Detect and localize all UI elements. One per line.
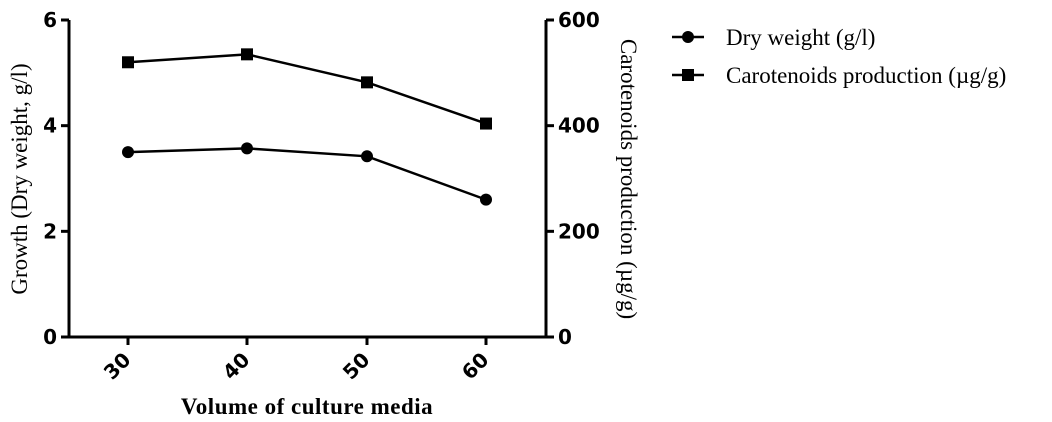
- series: [122, 48, 492, 206]
- point-0-2: [361, 150, 373, 163]
- legend-marker-circle-icon: [682, 31, 694, 43]
- y-axis-title-right: Carotenoids production (µg/g): [616, 39, 641, 319]
- y-tick-label-left-2: 2: [43, 219, 57, 243]
- series-line-1: [127, 53, 487, 125]
- y-tick-label-right-600: 600: [558, 8, 600, 32]
- legend-item-1: Carotenoids production (µg/g): [672, 63, 1006, 88]
- point-0-1: [241, 142, 253, 155]
- legend-label-1: Carotenoids production (µg/g): [726, 63, 1006, 88]
- legend-label-0: Dry weight (g/l): [726, 25, 875, 50]
- x-tick-label-30: 30: [99, 348, 136, 385]
- x-axis-title: Volume of culture media: [181, 394, 433, 419]
- y-tick-label-right-0: 0: [558, 325, 572, 349]
- legend: Dry weight (g/l) Carotenoids production (…: [672, 25, 1006, 88]
- y-tick-label-right-200: 200: [558, 219, 600, 243]
- x-tick-label-40: 40: [218, 348, 255, 385]
- y-tick-label-right-400: 400: [558, 114, 600, 138]
- series-0: [122, 142, 492, 206]
- axis-frame: [67, 20, 548, 339]
- series-line-0: [127, 147, 487, 201]
- point-0-3: [480, 193, 492, 206]
- point-0-0: [122, 146, 134, 159]
- legend-marker-square-icon: [682, 69, 694, 81]
- y-tick-label-left-4: 4: [43, 114, 57, 138]
- point-1-0: [122, 56, 134, 69]
- point-1-3: [480, 117, 492, 130]
- legend-item-0: Dry weight (g/l): [672, 25, 875, 50]
- y-tick-label-left-0: 0: [43, 325, 57, 349]
- series-1: [122, 48, 492, 130]
- x-tick-label-50: 50: [338, 348, 375, 385]
- point-1-2: [361, 76, 373, 89]
- x-tick-label-60: 60: [457, 348, 494, 385]
- point-1-1: [241, 48, 253, 61]
- y-axis-title-left: Growth (Dry weight, g/l): [7, 63, 32, 294]
- y-tick-label-left-6: 6: [43, 8, 57, 32]
